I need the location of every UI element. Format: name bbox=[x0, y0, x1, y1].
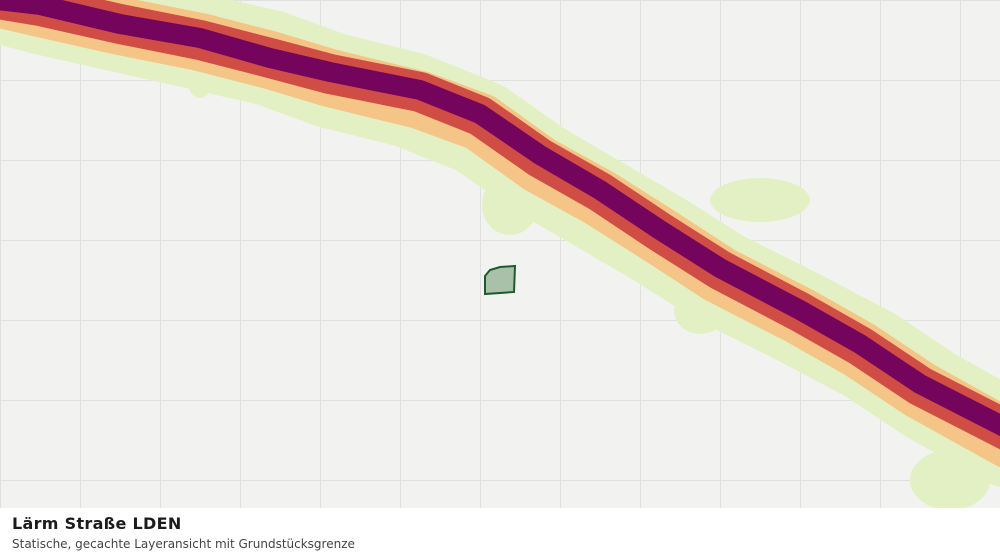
map-view bbox=[0, 0, 1000, 508]
noise-blob bbox=[482, 175, 538, 235]
noise-layer bbox=[0, 0, 1000, 508]
noise-blob bbox=[188, 66, 212, 98]
noise-blob bbox=[910, 450, 990, 508]
caption-panel: Lärm Straße LDEN Statische, gecachte Lay… bbox=[0, 508, 1000, 560]
layer-title: Lärm Straße LDEN bbox=[12, 514, 182, 533]
map-canvas bbox=[0, 0, 1000, 508]
noise-band-70 bbox=[0, 0, 1000, 437]
noise-blob bbox=[710, 178, 810, 222]
layer-subtitle: Statische, gecachte Layeransicht mit Gru… bbox=[12, 537, 355, 551]
parcel-boundary[interactable] bbox=[484, 264, 517, 296]
